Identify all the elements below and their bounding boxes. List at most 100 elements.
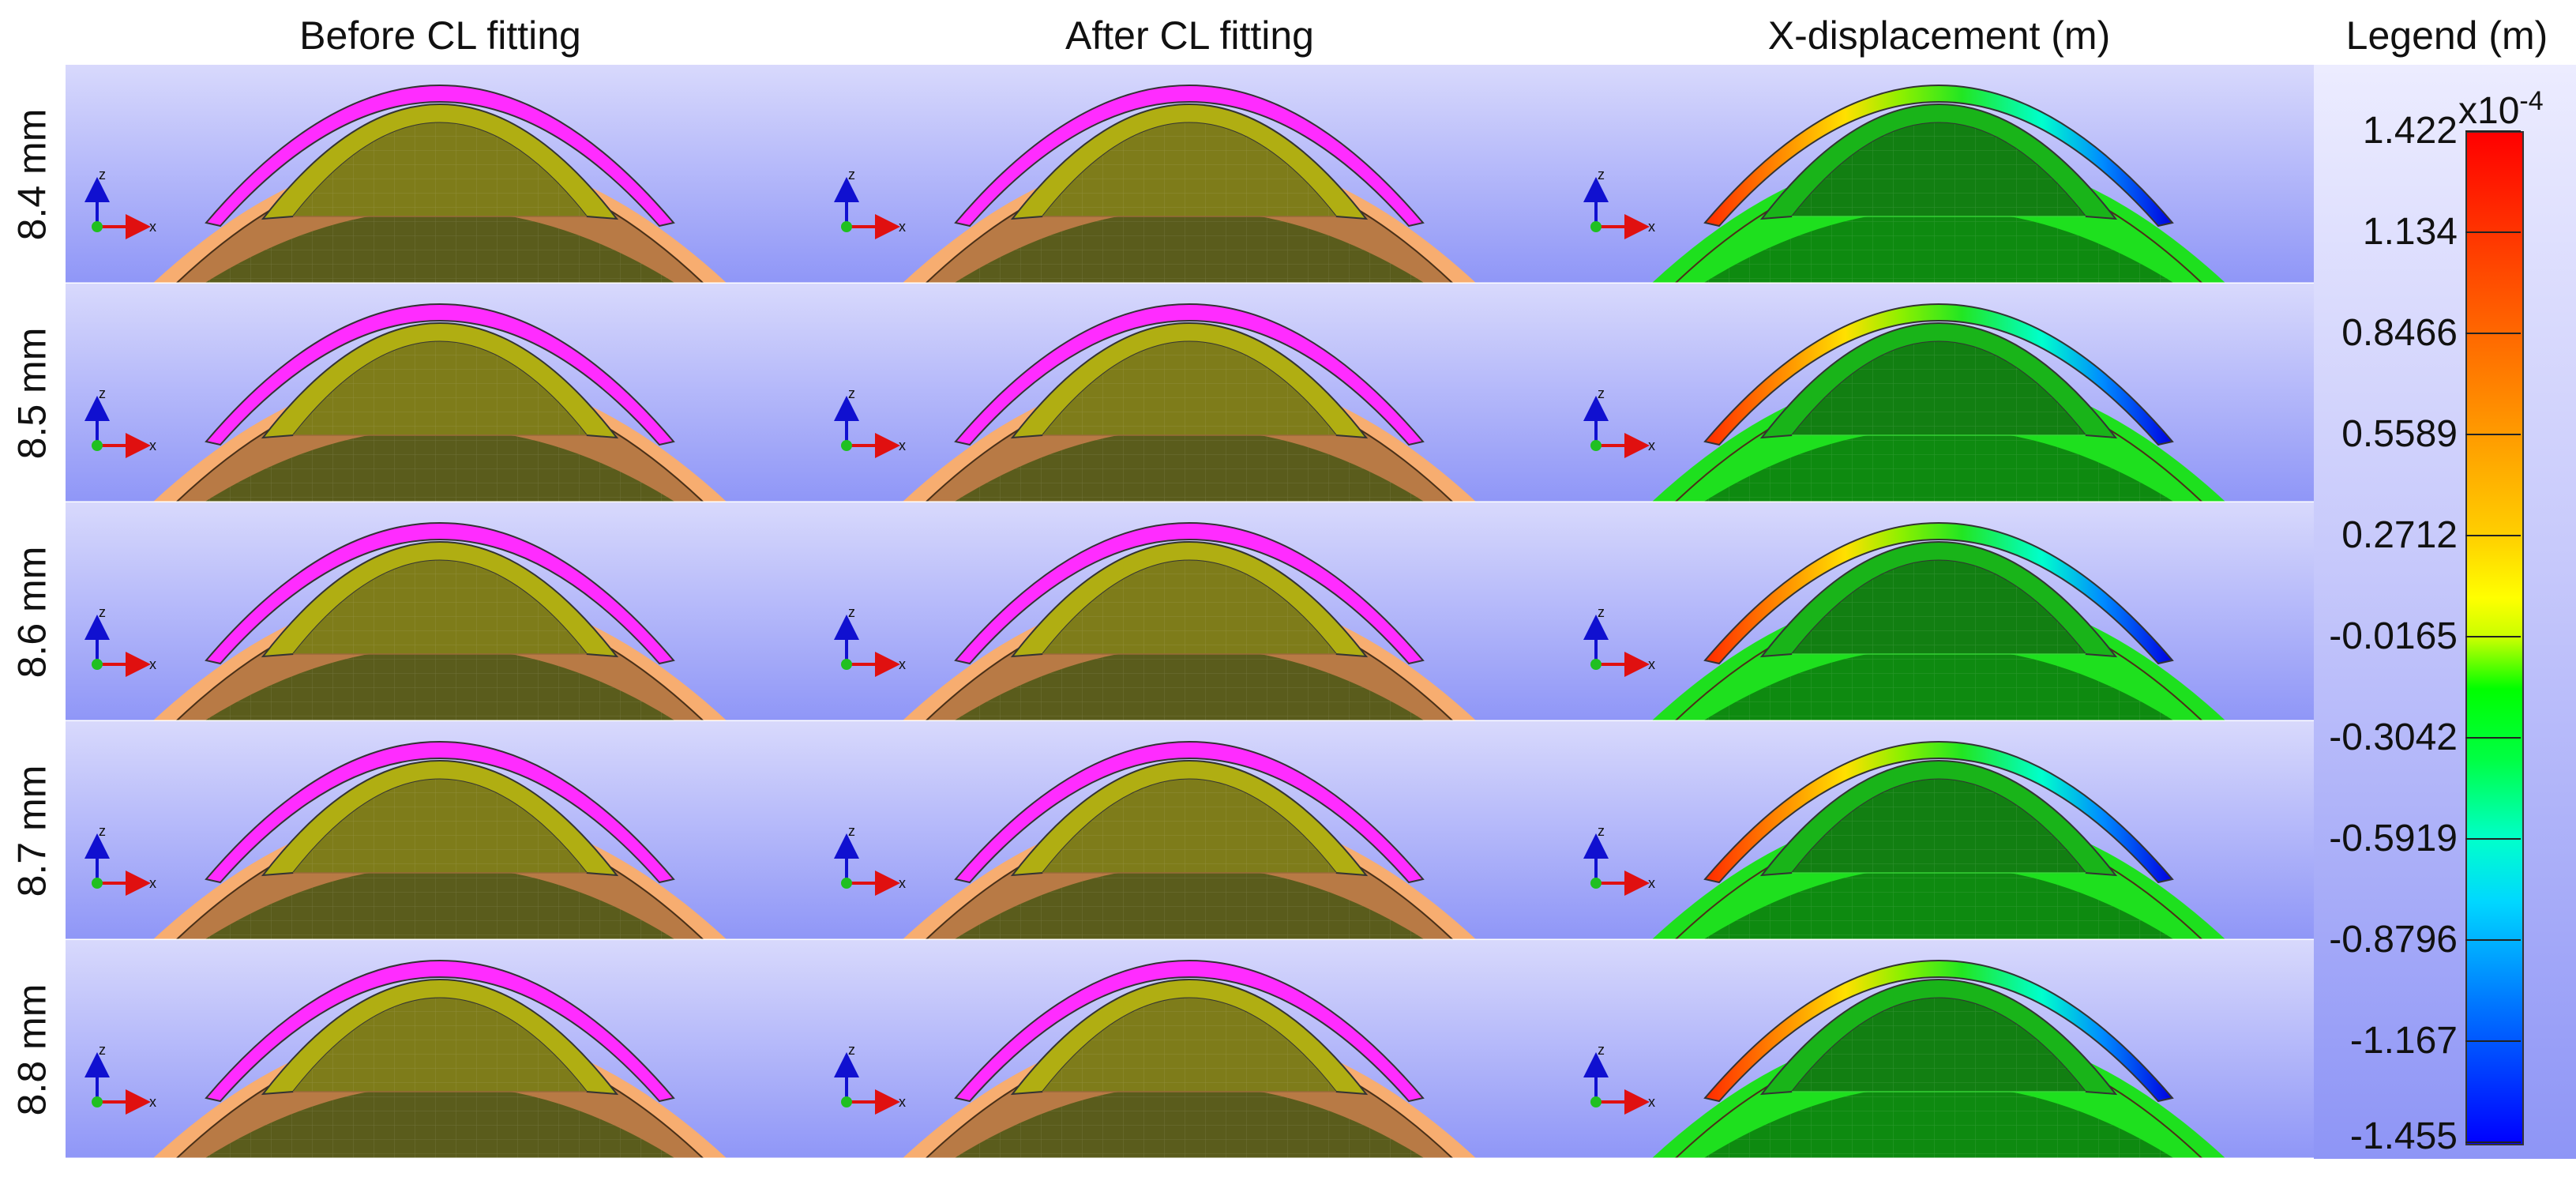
x-axis-label: x <box>899 438 906 453</box>
contact-lens <box>1703 85 2174 228</box>
mesh-overlay <box>204 866 676 940</box>
legend-panel: x10-4 1.422 1.134 0.8466 0.5589 0.2712 -0.016… <box>2314 65 2576 1159</box>
legend-tick-mark <box>2465 535 2521 536</box>
row-label-text: 8.4 mm <box>9 108 54 240</box>
mesh-overlay <box>1703 428 2175 502</box>
legend-tick-label: 0.2712 <box>2341 514 2458 556</box>
legend-tick-mark <box>2465 939 2521 941</box>
axis-triad-icon: zx <box>84 167 156 239</box>
row-label-8-7: 8.7 mm <box>0 721 63 940</box>
y-axis-origin <box>92 659 103 670</box>
axis-triad-icon: zx <box>84 604 156 677</box>
axis-triad-icon: zx <box>84 823 156 896</box>
axis-triad-icon: zx <box>834 1042 906 1115</box>
row-label-text: 8.5 mm <box>9 327 54 459</box>
y-axis-origin <box>92 440 103 451</box>
y-axis-origin <box>841 221 852 232</box>
legend-tick-label: -1.167 <box>2349 1020 2458 1062</box>
contact-lens <box>1703 522 2174 665</box>
y-axis-origin <box>1590 440 1602 451</box>
z-axis-label: z <box>99 167 106 182</box>
axis-triad-icon: zx <box>834 604 906 677</box>
eye-panel-before-1: zx <box>66 65 815 284</box>
y-axis-origin <box>841 1096 852 1107</box>
row-label-8-6: 8.6 mm <box>0 502 63 721</box>
eye-panel-after-2: zx <box>815 284 1564 503</box>
mesh-overlay <box>953 1085 1425 1159</box>
x-axis-label: x <box>149 438 156 453</box>
eye-panel-displacement-1: zx <box>1564 65 2314 284</box>
contact-lens <box>1703 960 2174 1103</box>
x-axis-label: x <box>1648 656 1655 672</box>
mesh-overlay <box>1042 341 1336 435</box>
z-axis-label: z <box>848 385 855 401</box>
mesh-overlay <box>1703 1085 2175 1159</box>
z-axis-label: z <box>848 604 855 620</box>
eye-panel-after-3: zx <box>815 502 1564 722</box>
row-label-8-8: 8.8 mm <box>0 940 63 1159</box>
axis-triad-icon: zx <box>834 167 906 239</box>
legend-tick-mark <box>2465 838 2521 840</box>
y-axis-origin <box>1590 1096 1602 1107</box>
y-axis-origin <box>841 440 852 451</box>
mesh-overlay <box>1792 341 2086 435</box>
mesh-overlay <box>953 866 1425 940</box>
z-axis-label: z <box>848 167 855 182</box>
mesh-overlay <box>953 209 1425 284</box>
column-header-before: Before CL fitting <box>299 13 581 58</box>
legend-tick-label: 1.134 <box>2362 211 2458 253</box>
row-label-8-4: 8.4 mm <box>0 65 63 284</box>
contact-lens <box>205 960 675 1103</box>
z-axis-label: z <box>848 1042 855 1058</box>
axis-triad-icon: zx <box>834 823 906 896</box>
contact-lens <box>1703 303 2174 446</box>
z-axis-label: z <box>99 604 106 620</box>
contact-lens <box>954 741 1425 884</box>
z-axis-label: z <box>99 1042 106 1058</box>
row-label-text: 8.6 mm <box>9 546 54 678</box>
y-axis-origin <box>92 1096 103 1107</box>
mesh-overlay <box>293 560 587 654</box>
legend-tick-mark <box>2465 1040 2521 1042</box>
mesh-overlay <box>1703 866 2175 940</box>
legend-tick-mark <box>2465 1141 2521 1143</box>
mesh-overlay <box>1042 560 1336 654</box>
axis-triad-icon: zx <box>84 1042 156 1115</box>
mesh-overlay <box>293 998 587 1092</box>
z-axis-label: z <box>99 385 106 401</box>
x-axis-label: x <box>149 1094 156 1110</box>
contact-lens <box>205 85 675 228</box>
legend-tick-mark <box>2465 130 2521 132</box>
contact-lens <box>954 960 1425 1103</box>
z-axis-label: z <box>1598 167 1605 182</box>
x-axis-label: x <box>1648 438 1655 453</box>
contact-lens <box>205 303 675 446</box>
eye-panel-after-4: zx <box>815 721 1564 941</box>
z-axis-label: z <box>1598 385 1605 401</box>
legend-tick-label: -0.3042 <box>2329 716 2458 758</box>
contact-lens <box>205 741 675 884</box>
mesh-overlay <box>1792 779 2086 873</box>
mesh-overlay <box>1703 209 2175 284</box>
axis-triad-icon: zx <box>1583 1042 1655 1115</box>
legend-colorbar <box>2465 131 2524 1145</box>
legend-tick-label: -0.0165 <box>2329 615 2458 657</box>
legend-tick-mark <box>2465 434 2521 435</box>
mesh-overlay <box>293 779 587 873</box>
mesh-overlay <box>1042 122 1336 216</box>
eye-panel-displacement-5: zx <box>1564 940 2314 1159</box>
legend-scale-exponent: -4 <box>2519 86 2544 116</box>
axis-triad-icon: zx <box>84 385 156 458</box>
eye-panel-before-2: zx <box>66 284 815 503</box>
mesh-overlay <box>204 428 676 502</box>
x-axis-label: x <box>149 219 156 235</box>
x-axis-label: x <box>899 656 906 672</box>
eye-panel-after-5: zx <box>815 940 1564 1159</box>
y-axis-origin <box>841 659 852 670</box>
mesh-overlay <box>1042 779 1336 873</box>
legend-tick-label: 0.5589 <box>2341 413 2458 455</box>
mesh-overlay <box>1703 647 2175 721</box>
mesh-overlay <box>1792 998 2086 1092</box>
mesh-overlay <box>1792 560 2086 654</box>
